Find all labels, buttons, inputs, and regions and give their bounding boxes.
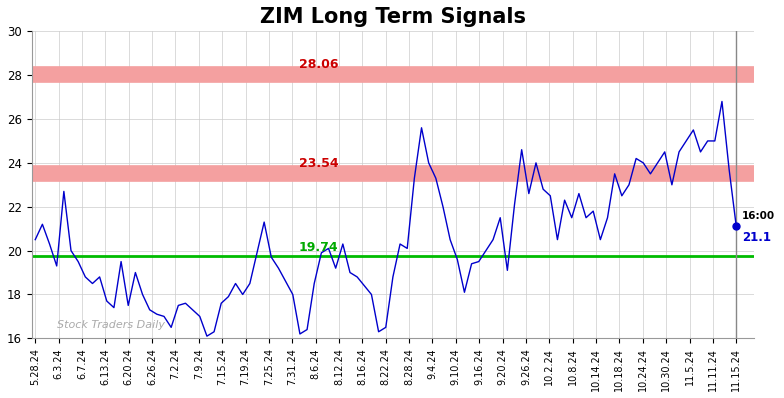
Text: 23.54: 23.54 [299, 158, 339, 170]
Text: 16:00: 16:00 [742, 211, 775, 220]
Text: 21.1: 21.1 [742, 231, 771, 244]
Title: ZIM Long Term Signals: ZIM Long Term Signals [260, 7, 526, 27]
Text: Stock Traders Daily: Stock Traders Daily [56, 320, 165, 330]
Text: 28.06: 28.06 [299, 59, 338, 71]
Text: 19.74: 19.74 [299, 241, 339, 254]
